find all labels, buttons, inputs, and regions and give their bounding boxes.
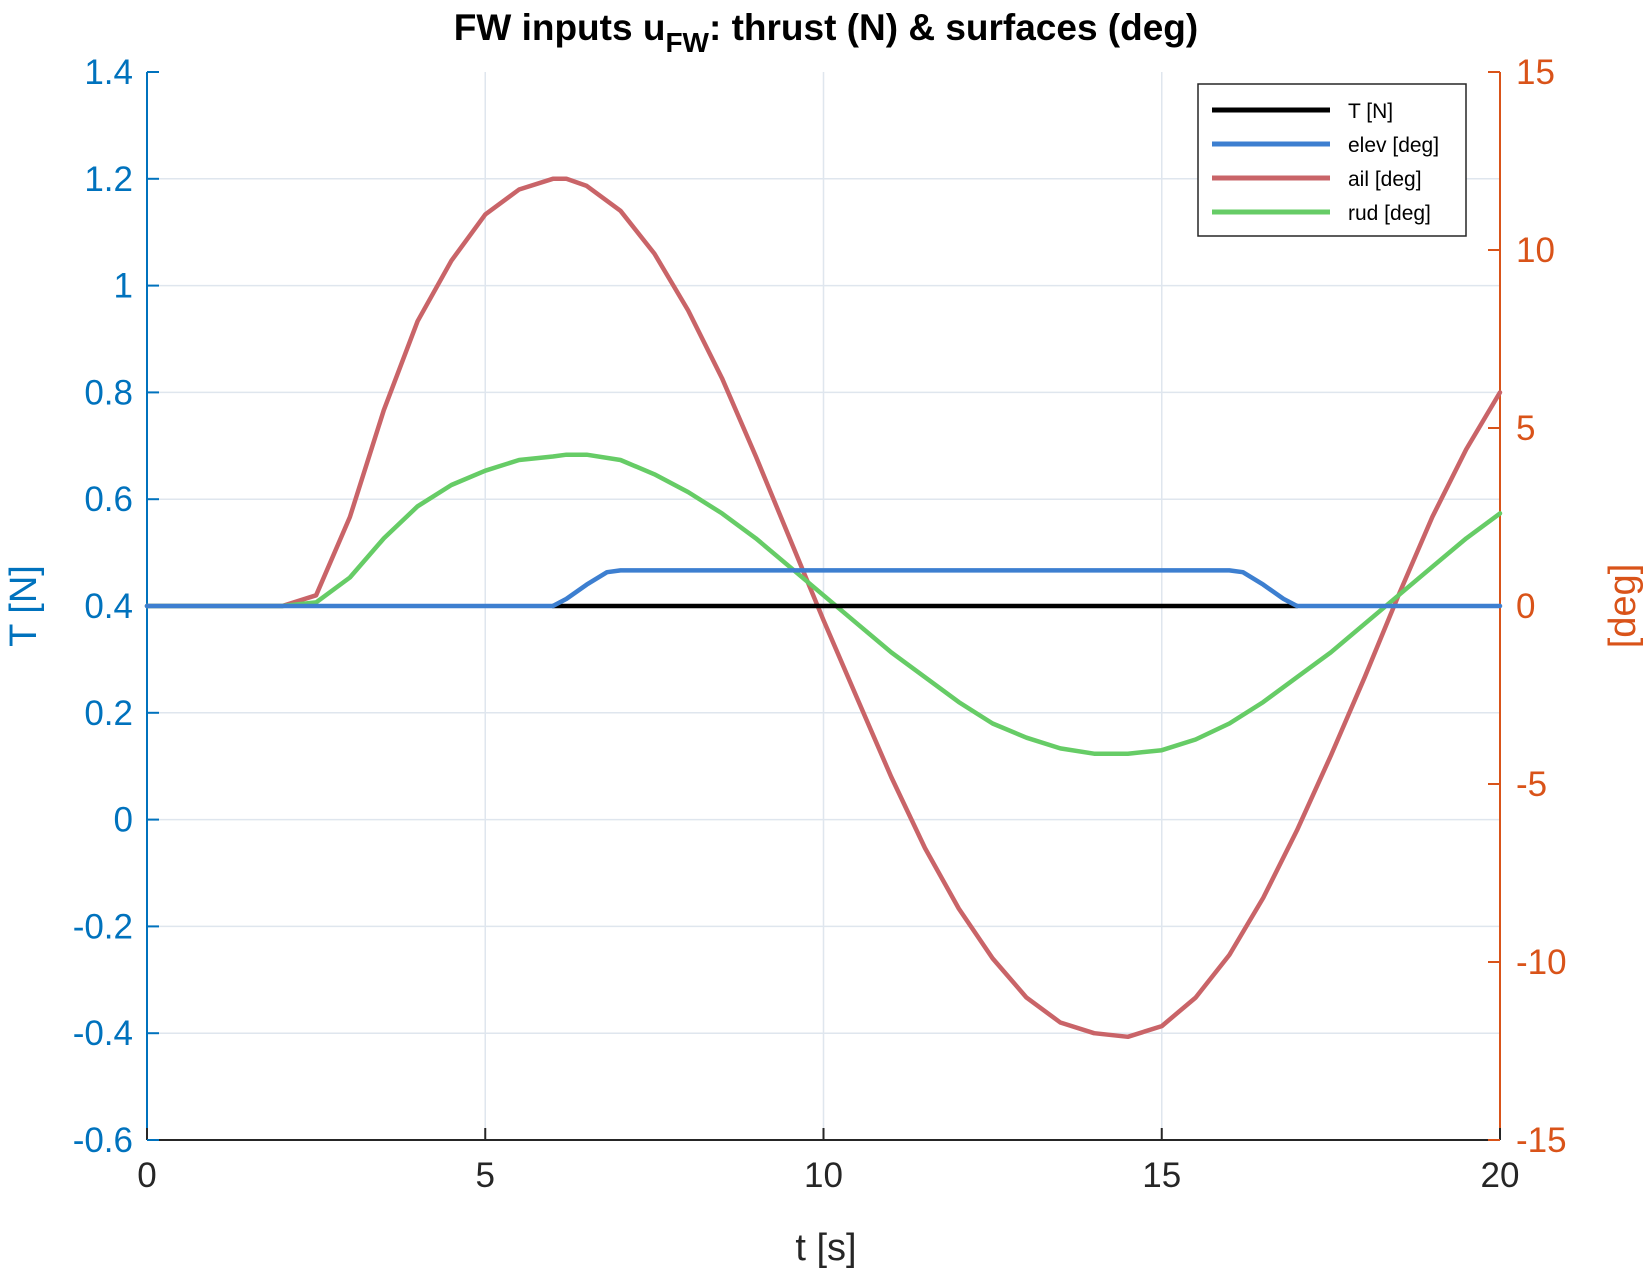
y-right-tick-label: 15 <box>1516 53 1555 92</box>
x-tick-label: 20 <box>1481 1156 1520 1195</box>
legend-label-elev: elev [deg] <box>1348 134 1439 157</box>
y-axis-right-label: [deg] <box>1602 564 1644 649</box>
series <box>144 176 1503 1040</box>
y-left-tick-label: 1 <box>114 267 133 306</box>
legend-label-ail: ail [deg] <box>1348 168 1422 191</box>
ticks: 0 5 10 15 20 -0.6 -0.4 -0.2 0 0.2 0.4 0.6 0.8 1 1.2 1.4… <box>73 53 1567 1195</box>
y-right-tick-label: 5 <box>1516 409 1535 448</box>
y-right-tick-label: -5 <box>1516 765 1547 804</box>
y-left-tick-label: -0.4 <box>73 1014 133 1053</box>
y-axis-left-label: T [N] <box>3 565 45 647</box>
x-axis-label: t [s] <box>795 1227 856 1269</box>
series-line-ail <box>144 176 1503 1040</box>
x-tick-label: 0 <box>137 1156 156 1195</box>
y-left-tick-label: 0 <box>114 801 133 840</box>
y-left-tick-label: 0.2 <box>84 694 133 733</box>
y-left-tick-label: 1.4 <box>84 53 133 92</box>
chart-title-subscript: FW <box>665 27 709 58</box>
legend: T [N] elev [deg] ail [deg] rud [deg] <box>1197 83 1467 237</box>
x-tick-label: 15 <box>1142 1156 1181 1195</box>
y-right-tick-label: -15 <box>1516 1121 1567 1160</box>
y-right-tick-label: 10 <box>1516 231 1555 270</box>
series-line-elev <box>144 568 1503 609</box>
y-right-tick-label: 0 <box>1516 587 1535 626</box>
x-tick-label: 5 <box>476 1156 495 1195</box>
chart-title: FW inputs uFW: thrust (N) & surfaces (de… <box>454 7 1198 58</box>
series-line-rud <box>144 452 1503 756</box>
y-left-tick-label: 0.6 <box>84 480 133 519</box>
x-tick-label: 10 <box>804 1156 843 1195</box>
y-right-tick-label: -10 <box>1516 943 1567 982</box>
y-left-tick-label: 0.8 <box>84 373 133 412</box>
chart-title-main: FW inputs u <box>454 7 666 48</box>
chart-title-rest: : thrust (N) & surfaces (deg) <box>709 7 1198 48</box>
legend-label-t: T [N] <box>1348 100 1393 123</box>
legend-label-rud: rud [deg] <box>1348 202 1431 225</box>
y-left-tick-label: -0.2 <box>73 907 133 946</box>
y-left-tick-label: 0.4 <box>84 587 133 626</box>
y-left-tick-label: 1.2 <box>84 160 133 199</box>
y-left-tick-label: -0.6 <box>73 1121 133 1160</box>
